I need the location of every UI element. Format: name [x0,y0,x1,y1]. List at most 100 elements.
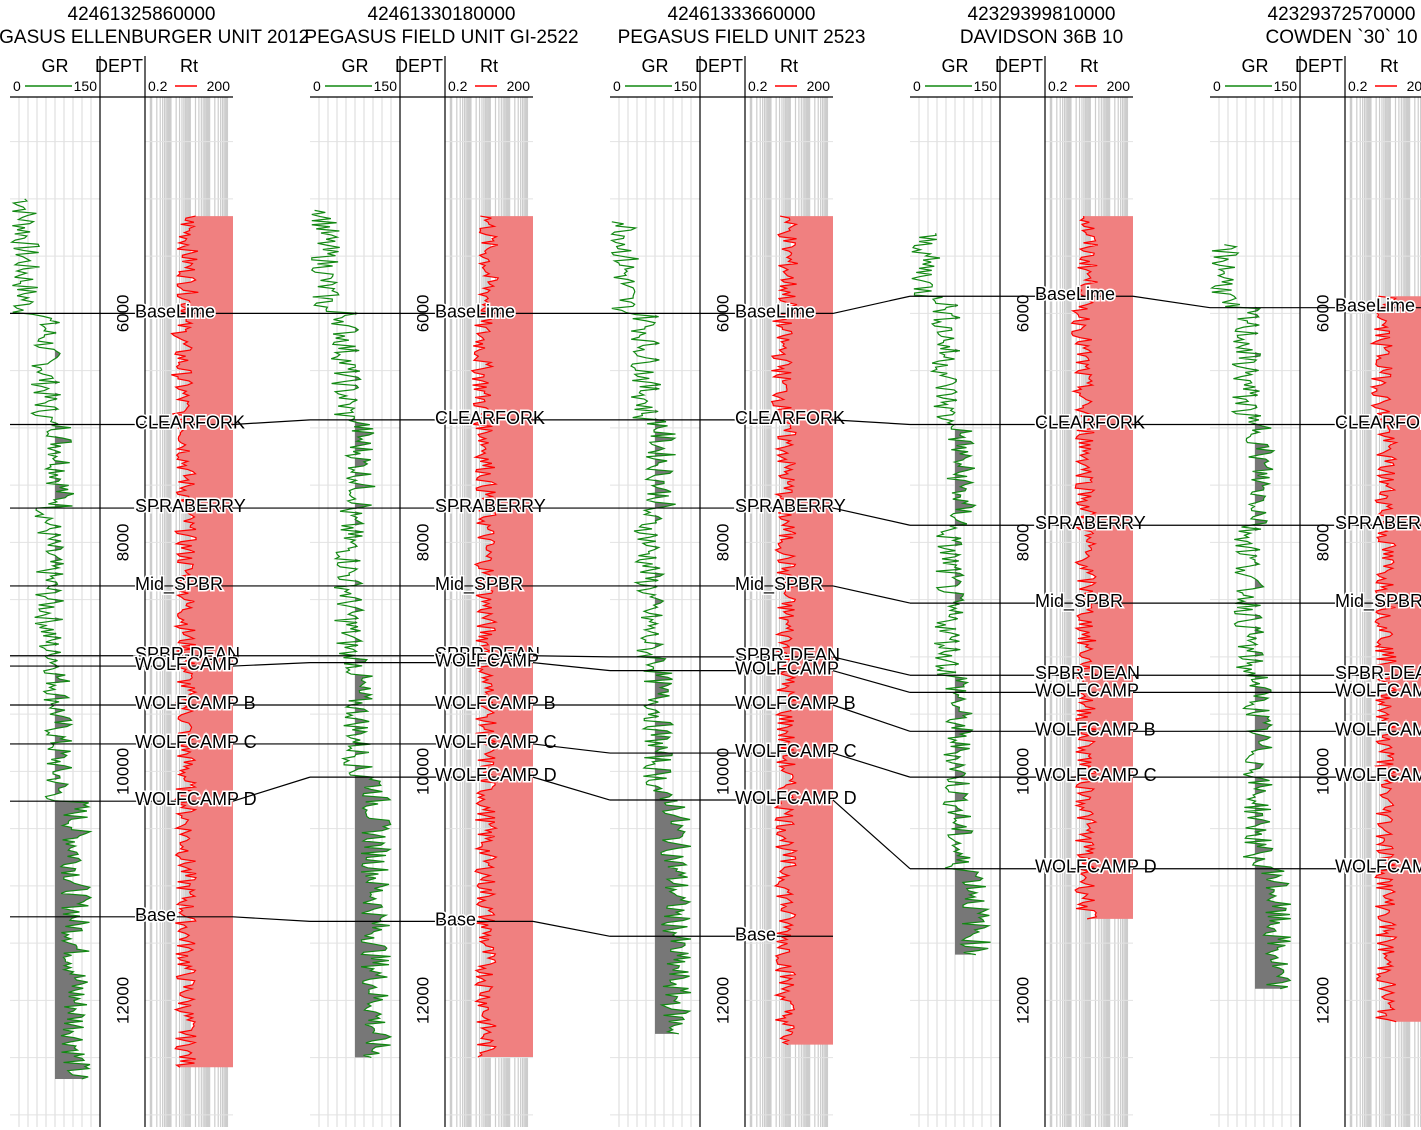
top-label: WOLFCAMP D [735,788,857,808]
gr-shale-fill [955,233,991,955]
gr-scale-max: 150 [1274,78,1298,94]
correlation-line [832,704,911,732]
top-label: SPBR-DEAN [135,644,240,664]
rt-scale-max: 200 [807,78,831,94]
top-label: WOLFCAMP B [435,693,556,713]
correlation-line [532,776,611,801]
top-label: CLEARFORK [135,412,245,432]
depth-tick-label: 8000 [714,523,733,561]
top-label: WOLFCAMP C [135,732,257,752]
rt-scale-min: 0.2 [448,78,468,94]
rt-scale-min: 0.2 [1348,78,1368,94]
gr-track-name: GR [942,56,969,76]
depth-tick-label: 10000 [1014,748,1033,795]
depth-track-name: DEPT [395,56,443,76]
top-label: WOLFCAMP [1335,680,1421,700]
top-label: WOLFCAMP [1035,680,1139,700]
depth-track-name: DEPT [1295,56,1343,76]
gr-scale-min: 0 [913,78,921,94]
depth-track-name: DEPT [95,56,143,76]
rt-fill [171,216,233,1068]
correlation-line [532,662,611,672]
top-label: WOLFCAMP [735,659,839,679]
rt-scale-min: 0.2 [748,78,768,94]
top-label: BaseLime [1035,284,1115,304]
gr-shale-fill [55,198,91,1079]
rt-track-name: Rt [180,56,198,76]
well-api: 42461333660000 [668,4,816,25]
correlation-line [532,655,611,658]
rt-scale-max: 200 [207,78,231,94]
rt-scale-max: 200 [1107,78,1131,94]
top-label: WOLFCAMP C [1035,765,1157,785]
depth-tick-label: 8000 [1314,523,1333,561]
gr-curve [609,221,692,1035]
rt-track-name: Rt [480,56,498,76]
rt-curve [470,215,500,1058]
well-api: 42329399810000 [968,4,1116,25]
rt-scale-min: 0.2 [148,78,168,94]
well-name: PEGASUS FIELD UNIT GI-2522 [304,27,578,48]
rt-scale-min: 0.2 [1048,78,1068,94]
gr-scale-min: 0 [13,78,21,94]
depth-tick-label: 6000 [1314,294,1333,332]
top-label: BaseLime [435,301,515,321]
top-label: BaseLime [735,301,815,321]
top-label: WOLFCAMP D [1035,857,1157,877]
well-api: 42461325860000 [68,4,216,25]
top-label: SPBR-DEAN [1335,663,1421,683]
top-label: SPBR-DEAN [1035,663,1140,683]
well-name: COWDEN `30` 10 [1265,27,1417,48]
top-label: WOLFCAMP B [735,693,856,713]
top-label: Mid_SPBR [435,574,523,595]
top-label: SPRABERRY [135,496,246,516]
top-label: WOLFCAMP C [1335,765,1421,785]
top-label: Mid_SPBR [735,574,823,595]
depth-tick-label: 6000 [1014,294,1033,332]
correlation-line [832,670,911,693]
top-label: Base [135,905,176,925]
correlation-line [832,585,911,604]
correlation-line [232,419,311,426]
rt-fill [471,216,533,1057]
top-label: CLEARFORK [735,408,845,428]
rt-curve [1070,216,1099,920]
well-name: DAVIDSON 36B 10 [960,27,1123,48]
rt-curve [1369,295,1399,1023]
correlation-line [832,419,911,426]
well-name: PEGASUS ELLENBURGER UNIT 2012 [0,27,309,48]
top-label: WOLFCAMP C [435,732,557,752]
depth-tick-label: 10000 [414,748,433,795]
top-label: Base [435,909,476,929]
gr-curve [911,233,992,956]
depth-tick-label: 12000 [114,977,133,1024]
gr-scale-max: 150 [74,78,98,94]
depth-track-name: DEPT [995,56,1043,76]
rt-scale-max: 200 [1407,78,1421,94]
correlation-line [832,507,911,526]
rt-track-name: Rt [1380,56,1398,76]
correlation-line [532,743,611,754]
depth-tick-label: 8000 [414,523,433,561]
top-label: Mid_SPBR [1335,591,1421,612]
gr-scale-min: 0 [613,78,621,94]
depth-tick-label: 10000 [114,748,133,795]
gr-curve [1209,244,1292,990]
top-label: WOLFCAMP [435,651,539,671]
top-label: SPRABERRY [1335,513,1421,533]
gr-track-name: GR [642,56,669,76]
depth-tick-label: 10000 [714,748,733,795]
gr-shale-fill [355,210,391,1058]
top-label: WOLFCAMP [135,654,239,674]
correlation-line [1132,295,1211,309]
correlation-line [532,920,611,937]
gr-track-name: GR [42,56,69,76]
top-label: SPRABERRY [435,496,546,516]
gr-track-name: GR [342,56,369,76]
gr-scale-min: 0 [1213,78,1221,94]
